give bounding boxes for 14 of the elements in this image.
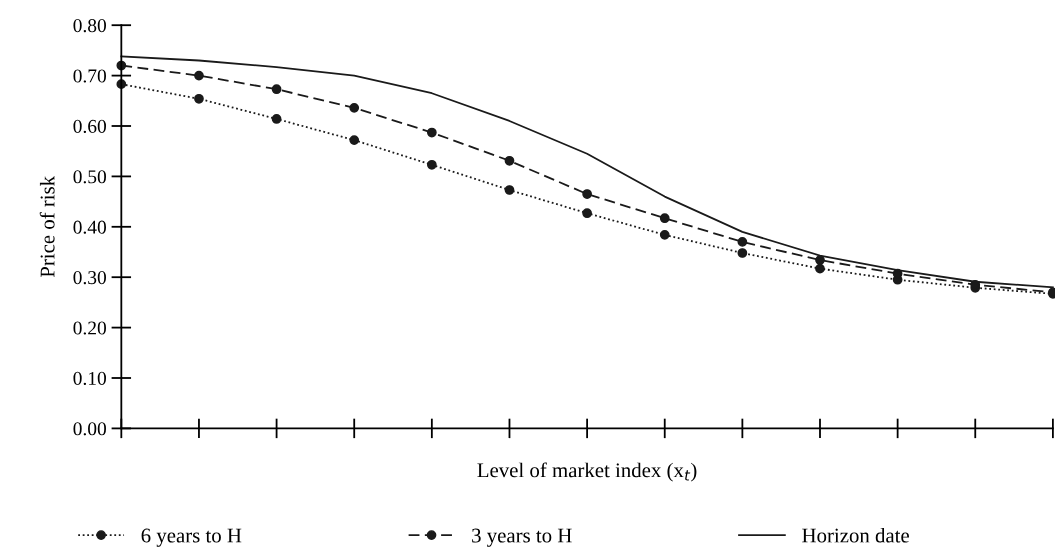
y-tick-label: 0.30 [73, 271, 106, 285]
y-tick-label: 0.50 [73, 170, 106, 184]
x-axis-title: Level of market index (x$_{t}$) [477, 462, 697, 482]
y-tick-label: 0.00 [73, 422, 106, 436]
y-axis-title: Price of risk [39, 175, 55, 278]
y-tick-label: 0.80 [73, 19, 106, 33]
legend-label: 3 years to H [472, 528, 572, 547]
legend-label: 6 years to H [141, 528, 242, 547]
y-tick-label: 0.10 [73, 371, 106, 386]
y-tick-label: 0.20 [73, 321, 106, 335]
y-tick-label: 0.40 [73, 220, 106, 234]
y-tick-label: 0.70 [73, 69, 106, 83]
y-tick-label: 0.60 [73, 119, 106, 134]
legend-label: Horizon date [802, 527, 909, 543]
